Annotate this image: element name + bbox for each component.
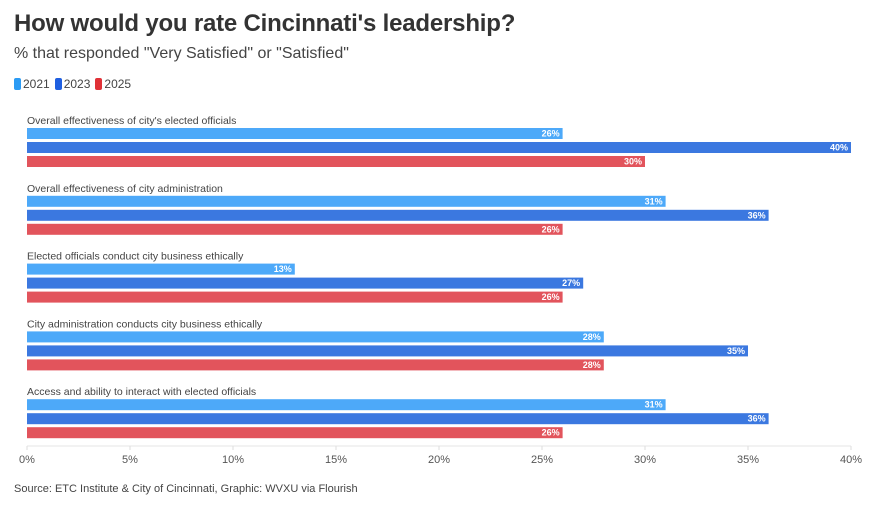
legend-swatch-2025 xyxy=(95,78,103,90)
legend-label-2021: 2021 xyxy=(23,77,50,91)
legend-swatch-2021 xyxy=(14,78,21,90)
chart-title: How would you rate Cincinnati's leadersh… xyxy=(14,10,516,37)
bar-2023 xyxy=(27,277,584,289)
x-tick-label: 25% xyxy=(531,454,553,466)
x-tick-label: 30% xyxy=(634,454,656,466)
value-label-2021: 26% xyxy=(542,129,560,139)
x-tick-label: 40% xyxy=(840,454,862,466)
bar-2021 xyxy=(27,399,666,411)
x-tick-label: 5% xyxy=(122,454,138,466)
category-label: Elected officials conduct city business … xyxy=(27,251,244,263)
value-label-2025: 28% xyxy=(583,360,601,370)
value-label-2023: 40% xyxy=(830,143,848,153)
value-label-2023: 27% xyxy=(562,278,580,288)
bar-2025 xyxy=(27,359,604,371)
bar-2023 xyxy=(27,413,769,425)
bar-2023 xyxy=(27,209,769,221)
value-label-2025: 26% xyxy=(542,224,560,234)
value-label-2025: 26% xyxy=(542,292,560,302)
bar-2025 xyxy=(27,291,563,303)
bar-2021 xyxy=(27,195,666,207)
legend-label-2025: 2025 xyxy=(104,77,132,91)
category-label: Access and ability to interact with elec… xyxy=(27,386,256,398)
value-label-2023: 36% xyxy=(748,210,766,220)
legend-item-2021[interactable]: 2021 xyxy=(14,77,50,91)
x-tick-label: 20% xyxy=(428,454,450,466)
x-tick-label: 15% xyxy=(325,454,347,466)
bar-2025 xyxy=(27,156,645,167)
value-label-2025: 30% xyxy=(624,157,642,167)
value-label-2021: 28% xyxy=(583,332,601,342)
bar-2021 xyxy=(27,128,563,139)
value-label-2023: 36% xyxy=(748,414,766,424)
legend: 2021 2023 2025 xyxy=(14,77,131,91)
chart-subtitle: % that responded "Very Satisfied" or "Sa… xyxy=(14,45,349,62)
category-label: City administration conducts city busine… xyxy=(27,318,263,330)
value-label-2021: 13% xyxy=(274,264,292,274)
value-label-2021: 31% xyxy=(645,196,663,206)
value-label-2023: 35% xyxy=(727,346,745,356)
x-tick-label: 0% xyxy=(19,454,35,466)
value-label-2025: 26% xyxy=(542,428,560,438)
bar-2025 xyxy=(27,223,563,235)
bar-2025 xyxy=(27,427,563,439)
value-label-2021: 31% xyxy=(645,400,663,410)
x-tick-label: 10% xyxy=(222,454,244,466)
bar-2023 xyxy=(27,345,748,357)
bar-2021 xyxy=(27,263,295,275)
legend-item-2023[interactable]: 2023 xyxy=(54,77,91,91)
legend-label-2023: 2023 xyxy=(63,77,91,91)
bar-2023 xyxy=(27,142,851,153)
legend-item-2025[interactable]: 2025 xyxy=(95,77,131,91)
legend-swatch-2023 xyxy=(54,78,62,90)
category-label: Overall effectiveness of city administra… xyxy=(27,183,223,195)
source-note: Source: ETC Institute & City of Cincinna… xyxy=(14,483,358,495)
x-tick-label: 35% xyxy=(737,454,759,466)
category-label: Overall effectiveness of city's elected … xyxy=(27,115,236,127)
bar-2021 xyxy=(27,331,604,343)
